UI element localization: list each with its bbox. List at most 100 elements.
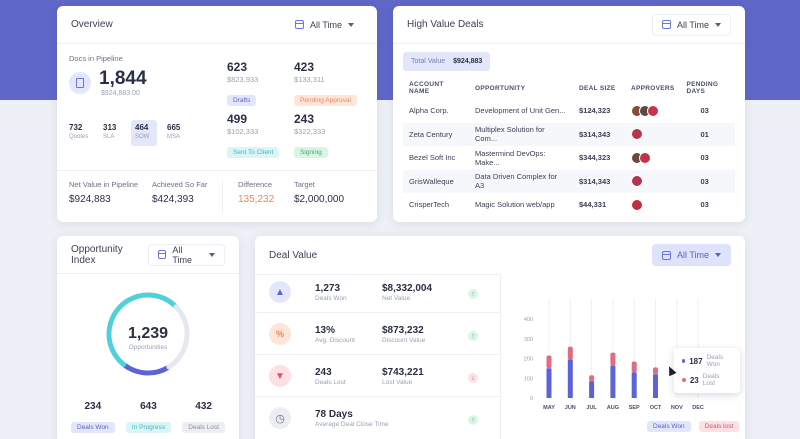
- bar-deals-won[interactable]: [567, 359, 573, 398]
- pending-approval-badge[interactable]: Pending Approval: [294, 95, 357, 106]
- metric-value: 13%: [315, 325, 336, 336]
- stat-value: 643: [140, 401, 157, 412]
- legend-deals-lost[interactable]: Deals lost: [698, 421, 740, 432]
- column-header[interactable]: ACCOUNT NAME: [409, 81, 444, 95]
- legend-deals-won[interactable]: Deals Won: [647, 421, 691, 432]
- pending-days-cell: 03: [700, 153, 709, 163]
- deals-won-stat: 234 Deals Won: [71, 401, 115, 434]
- divider: [255, 396, 500, 397]
- thumbs-up-icon: ▲: [269, 281, 291, 303]
- column-header[interactable]: PENDING DAYS: [686, 81, 719, 95]
- signing-badge[interactable]: Signing: [294, 147, 328, 158]
- metric-avg-discount: 13% Avg. Discount: [315, 325, 355, 344]
- footer-value: $424,393: [152, 194, 194, 205]
- divider-vertical: [222, 180, 223, 214]
- trend-up-icon: ↑: [468, 415, 478, 425]
- clock-icon: ◷: [269, 407, 291, 429]
- divider: [57, 170, 377, 171]
- doc-type-quotes[interactable]: 732 Quotes: [65, 120, 93, 146]
- pending-days-cell: 03: [680, 169, 735, 193]
- column-header[interactable]: DEAL SIZE: [579, 84, 616, 92]
- opportunity-filter-dropdown[interactable]: All Time: [147, 243, 225, 266]
- table-row[interactable]: CrisperTech Magic Solution web/app $44,331…: [403, 193, 735, 217]
- net-value-block: Net Value in Pipeline $924,883: [69, 180, 138, 205]
- bar-deals-lost[interactable]: [610, 352, 616, 366]
- legend-dot: [682, 378, 686, 382]
- in-progress-badge[interactable]: In Progress: [125, 422, 172, 433]
- bar-deals-lost[interactable]: [631, 361, 637, 373]
- bar-deals-lost[interactable]: [546, 355, 552, 369]
- donut-segment[interactable]: [95, 281, 202, 388]
- table-row[interactable]: Bezel Soft Inc Mastermind DevOps: Make...…: [403, 146, 735, 170]
- avatar[interactable]: [639, 151, 651, 164]
- doc-type-sow[interactable]: 464 SOW: [131, 120, 157, 146]
- metric-net-value: $8,332,004 Net Value: [382, 283, 432, 302]
- bar-deals-won[interactable]: [653, 374, 658, 398]
- deals-lost-stat: 432 Deals Lost: [182, 401, 225, 434]
- account-name-cell: Zeta Century: [403, 122, 469, 146]
- donut-segment[interactable]: [95, 281, 202, 388]
- approvers-cell: [625, 193, 681, 217]
- avatar[interactable]: [631, 128, 643, 141]
- avatar[interactable]: [647, 104, 659, 117]
- bar-deals-won[interactable]: [631, 372, 637, 398]
- bar-deals-won[interactable]: [546, 368, 552, 398]
- column-header[interactable]: OPPORTUNITY: [475, 84, 526, 92]
- doc-type-msa[interactable]: 665 MSA: [163, 120, 189, 146]
- stat-value: 499: [227, 112, 248, 126]
- doc-type-value: 464: [135, 123, 149, 132]
- overview-title: Overview: [71, 19, 113, 30]
- bar-deals-lost[interactable]: [589, 375, 595, 382]
- doc-type-label: SLA: [103, 134, 115, 140]
- table-row[interactable]: GrisWalleque Data Driven Complex for A3 $3…: [403, 169, 735, 193]
- metric-value: $873,232: [382, 325, 424, 336]
- metric-label: Lost Value: [382, 379, 413, 386]
- x-tick-label: JUN: [565, 405, 576, 411]
- opportunity-cell: Mastermind DevOps: Make...: [475, 148, 546, 167]
- deal-size-cell: $344,323: [579, 153, 611, 163]
- metric-lost-value: $743,221 Lost Value: [382, 367, 424, 386]
- bar-deals-lost[interactable]: [653, 367, 658, 375]
- footer-value: $2,000,000: [294, 194, 345, 205]
- table-row[interactable]: Zeta Century Multiplex Solution for Com..…: [403, 122, 735, 146]
- doc-type-sla[interactable]: 313 SLA: [99, 120, 125, 146]
- docs-value: 1,844: [99, 68, 147, 89]
- bar-deals-won[interactable]: [610, 365, 616, 398]
- column-header[interactable]: APPROVERS: [631, 84, 675, 92]
- bar-deals-won[interactable]: [589, 381, 595, 398]
- achieved-block: Achieved So Far $424,393: [152, 180, 207, 205]
- calendar-icon: [661, 20, 671, 29]
- deal-size-cell: $314,343: [573, 169, 625, 193]
- high-value-deals-card: High Value Deals All Time Total Value $9…: [393, 6, 745, 222]
- deals-lost-badge[interactable]: Deals Lost: [182, 422, 225, 433]
- bar-deals-lost[interactable]: [567, 346, 573, 360]
- metric-label: Discount Value: [382, 337, 426, 344]
- tooltip-won-label: Deals Won: [706, 354, 724, 368]
- footer-value: 135,232: [238, 194, 275, 205]
- metric-deals-lost: 243 Deals Lost: [315, 367, 346, 386]
- trend-up-icon: ↑: [468, 289, 478, 299]
- deals-won-badge[interactable]: Deals Won: [71, 422, 115, 433]
- opportunity-cell: Development of Unit Gen...: [475, 106, 566, 116]
- deal-value-filter-dropdown[interactable]: All Time: [651, 244, 731, 266]
- avatar[interactable]: [631, 175, 643, 188]
- pending-days-cell: 03: [700, 106, 709, 116]
- x-tick-label: JUL: [586, 405, 597, 411]
- opportunity-filter-label: All Time: [172, 244, 193, 265]
- deals-filter-dropdown[interactable]: All Time: [651, 13, 731, 36]
- account-name-cell: Bezel Soft Inc: [409, 153, 456, 163]
- table-row[interactable]: Alpha Corp. Development of Unit Gen... $12…: [403, 99, 735, 123]
- in-progress-stat: 643 In Progress: [125, 401, 172, 434]
- avatar[interactable]: [631, 198, 643, 211]
- opportunity-stats: 234 Deals Won 643 In Progress 432 Deals …: [71, 401, 225, 434]
- tooltip-lost-value: 23: [689, 375, 699, 385]
- trend-down-icon: ↓: [468, 373, 478, 383]
- metric-label: Avg. Discount: [315, 337, 355, 344]
- drafts-badge[interactable]: Drafts: [227, 95, 257, 106]
- overview-filter-dropdown[interactable]: All Time: [285, 13, 363, 36]
- sent-to-client-badge[interactable]: Sent To Client: [227, 147, 280, 158]
- opportunity-cell: Magic Solution web/app: [475, 200, 555, 210]
- deal-size-cell: $44,331: [579, 200, 607, 210]
- metric-discount-value: $873,232 Discount Value: [382, 325, 425, 344]
- x-tick-label: NOV: [671, 405, 683, 411]
